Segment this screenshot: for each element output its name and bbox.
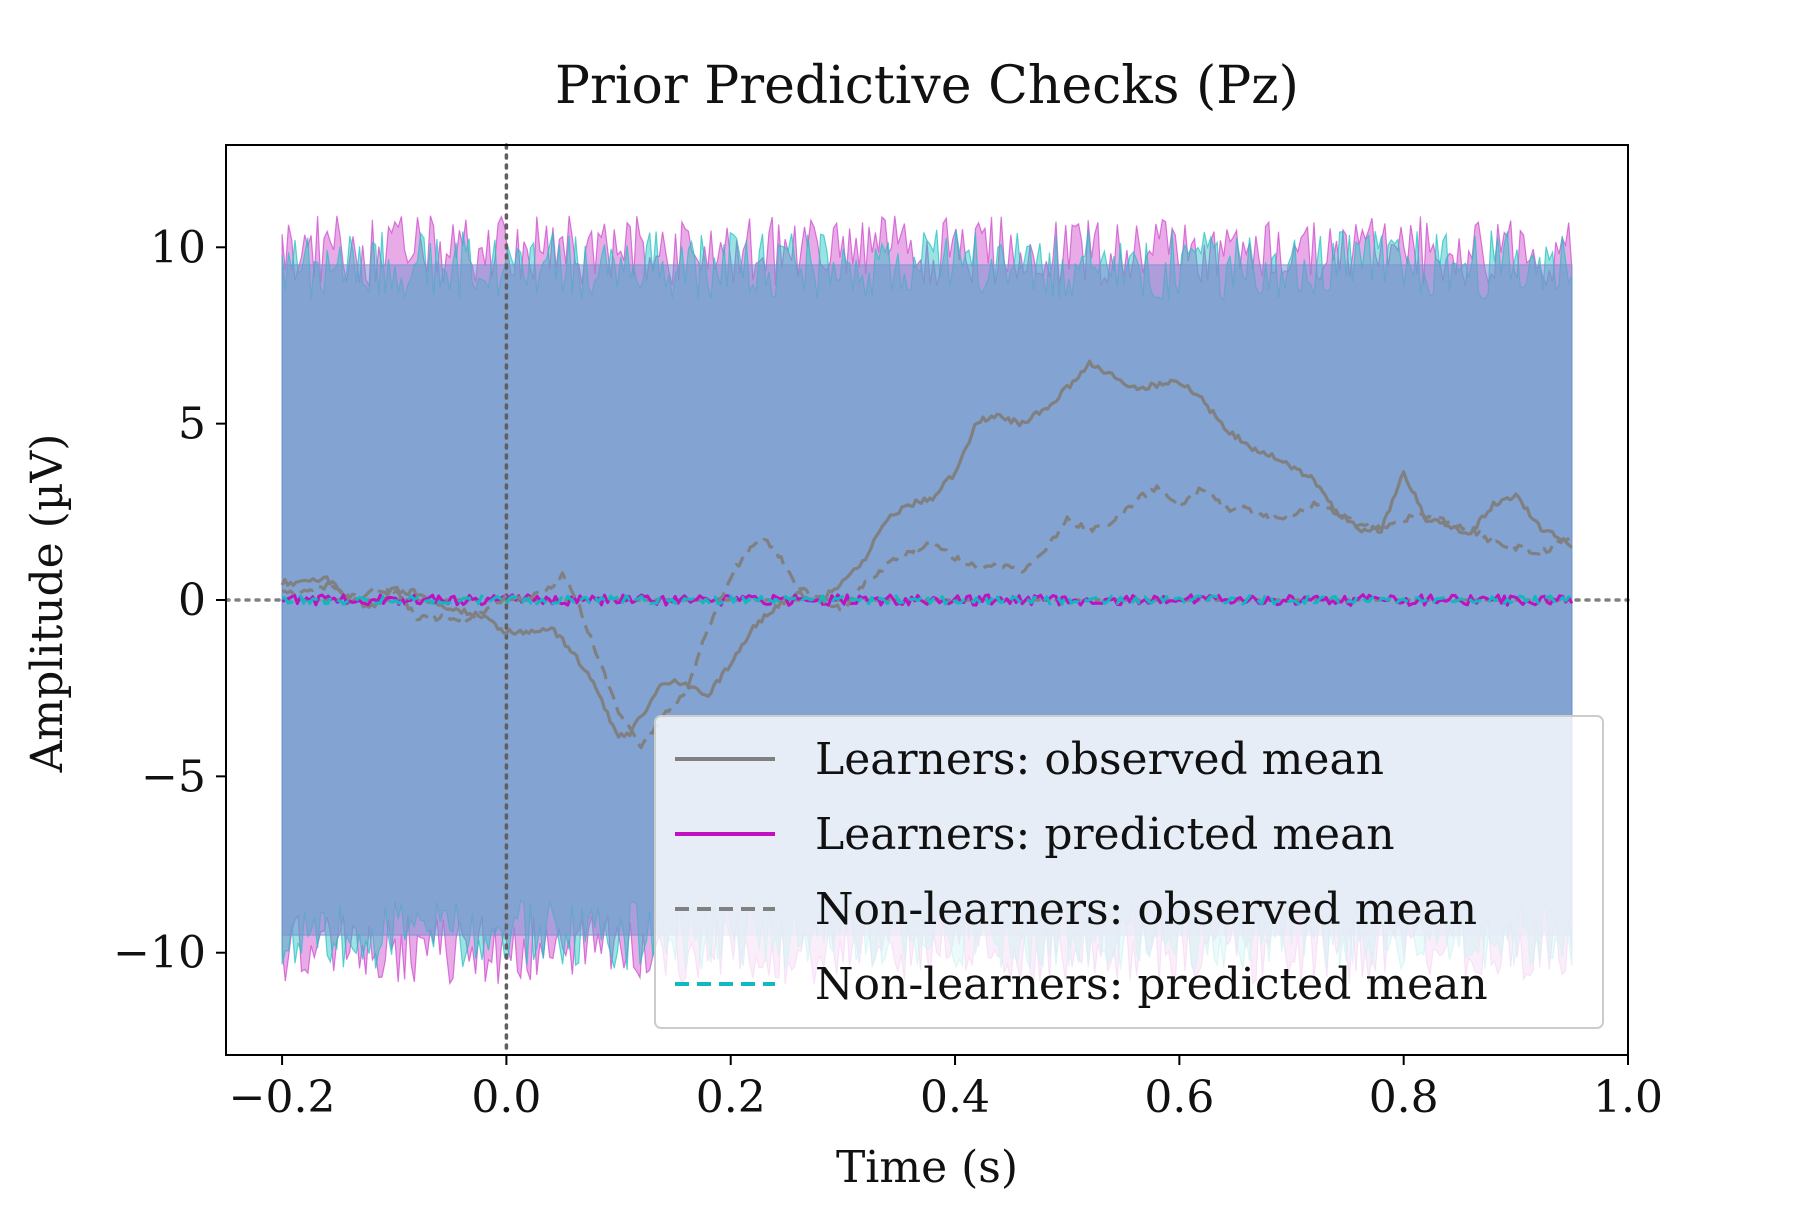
series-line-learners-observed-mean [280, 359, 1573, 739]
x-tick-label: 1.0 [1593, 1072, 1663, 1123]
y-axis-label: Amplitude (µV) [22, 434, 73, 774]
legend: Learners: observed mean Learners: predict… [654, 715, 1604, 1029]
series-lines [280, 359, 1574, 750]
legend-label: Non-learners: predicted mean [815, 959, 1488, 1010]
x-tick-label: 0.8 [1369, 1072, 1439, 1123]
series-line-non-learners-predicted-mean [281, 594, 1574, 606]
x-axis-label: Time (s) [836, 1142, 1018, 1193]
y-tick-label: −5 [141, 751, 206, 802]
x-tick-label: 0.0 [471, 1072, 541, 1123]
x-tick-label: 0.2 [696, 1072, 766, 1123]
legend-label: Non-learners: observed mean [815, 884, 1477, 935]
y-tick-label: −10 [113, 928, 206, 979]
series-line-non-learners-observed-mean [281, 484, 1574, 750]
x-tick-label: 0.4 [920, 1072, 990, 1123]
x-axis-ticks: −0.2 0.0 0.2 0.4 0.6 0.8 1.0 [229, 1055, 1663, 1123]
x-tick-label: 0.6 [1144, 1072, 1214, 1123]
y-tick-label: 10 [150, 222, 206, 273]
y-tick-label: 5 [178, 399, 206, 450]
y-axis-ticks: −10 −5 0 5 10 [113, 222, 226, 979]
legend-label: Learners: observed mean [815, 734, 1384, 785]
x-tick-label: −0.2 [229, 1072, 336, 1123]
legend-label: Learners: predicted mean [815, 809, 1395, 860]
chart-title: Prior Predictive Checks (Pz) [555, 56, 1299, 116]
y-tick-label: 0 [178, 575, 206, 626]
legend-box [654, 715, 1604, 1029]
